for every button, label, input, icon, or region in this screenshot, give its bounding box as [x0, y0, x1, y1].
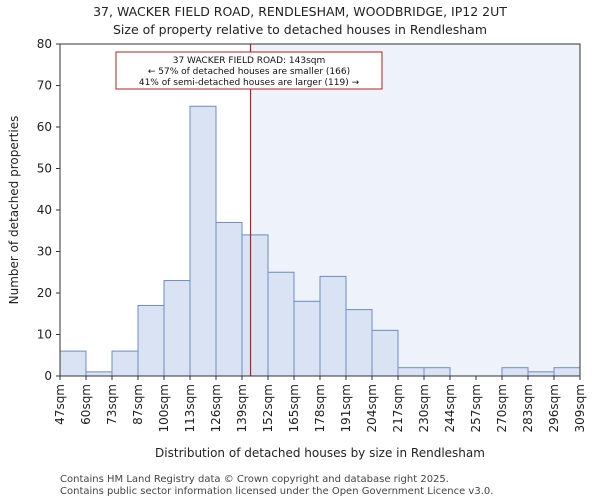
annotation-box [115, 51, 383, 90]
x-tick-label: 87sqm [131, 384, 145, 425]
chart-subtitle: Size of property relative to detached ho… [112, 22, 488, 37]
x-tick-label: 204sqm [365, 384, 379, 432]
x-tick-label: 47sqm [53, 384, 67, 425]
x-tick-label: 257sqm [469, 384, 483, 432]
annotation-line-1: 37 WACKER FIELD ROAD: 143sqm [173, 56, 326, 66]
footer-line-1: Contains HM Land Registry data © Crown c… [60, 474, 449, 485]
bar-113sqm [189, 105, 217, 377]
y-ticks-group: 0 10 20 30 40 50 60 70 80 [37, 37, 60, 383]
y-tick-label: 20 [37, 286, 52, 300]
bar-73sqm [111, 350, 139, 377]
bars-group [59, 105, 581, 377]
bar-87sqm [137, 304, 165, 377]
y-tick-label: 40 [37, 203, 52, 217]
footer-line-2: Contains public sector information licen… [60, 486, 494, 497]
bar-165sqm [293, 300, 321, 377]
x-ticks-group: 47sqm 60sqm 73sqm 87sqm 100sqm 113sqm 126sqm 13… [53, 376, 587, 432]
x-tick-label: 230sqm [417, 384, 431, 432]
chart-title: 37, WACKER FIELD ROAD, RENDLESHAM, WOODB… [93, 4, 507, 19]
y-axis-label: Number of detached properties [7, 116, 21, 305]
x-tick-label: 283sqm [521, 384, 535, 432]
bar-204sqm [371, 329, 399, 377]
x-axis-label: Distribution of detached houses by size … [155, 446, 485, 460]
x-tick-label: 244sqm [443, 384, 457, 432]
bar-270sqm [501, 367, 529, 377]
plot-frame [59, 43, 581, 377]
bar-139sqm [241, 234, 269, 377]
y-tick-label: 30 [37, 245, 52, 259]
x-tick-label: 309sqm [573, 384, 587, 432]
bar-47sqm [59, 350, 87, 377]
bar-191sqm [345, 309, 373, 377]
bar-217sqm [397, 367, 425, 377]
x-tick-label: 126sqm [209, 384, 223, 432]
y-tick-label: 10 [37, 328, 52, 342]
x-tick-label: 113sqm [183, 384, 197, 432]
y-tick-label: 0 [44, 369, 52, 383]
bar-296sqm [553, 367, 581, 377]
bar-126sqm [215, 221, 243, 377]
x-tick-label: 152sqm [261, 384, 275, 432]
bar-60sqm [85, 371, 113, 377]
x-tick-label: 296sqm [547, 384, 561, 432]
x-tick-label: 165sqm [287, 384, 301, 432]
bar-283sqm [527, 371, 555, 377]
annotation-line-3: 41% of semi-detached houses are larger (… [139, 78, 360, 88]
bar-178sqm [319, 275, 347, 377]
bar-230sqm [423, 367, 451, 377]
annotation-line-2: ← 57% of detached houses are smaller (16… [148, 67, 350, 77]
x-tick-label: 217sqm [391, 384, 405, 432]
x-tick-label: 60sqm [79, 384, 93, 425]
x-tick-label: 100sqm [157, 384, 171, 432]
x-tick-label: 139sqm [235, 384, 249, 432]
x-tick-label: 73sqm [105, 384, 119, 425]
histogram-chart: 0 10 20 30 40 50 60 70 80 47sqm 60sqm 73sqm 87sqm 10… [7, 37, 587, 460]
bar-152sqm [267, 271, 295, 377]
y-tick-label: 60 [37, 120, 52, 134]
bar-100sqm [163, 280, 191, 377]
x-tick-label: 270sqm [495, 384, 509, 432]
x-tick-label: 178sqm [313, 384, 327, 432]
x-tick-label: 191sqm [339, 384, 353, 432]
y-tick-label: 50 [37, 162, 52, 176]
y-tick-label: 70 [37, 79, 52, 93]
y-tick-label: 80 [37, 37, 52, 51]
